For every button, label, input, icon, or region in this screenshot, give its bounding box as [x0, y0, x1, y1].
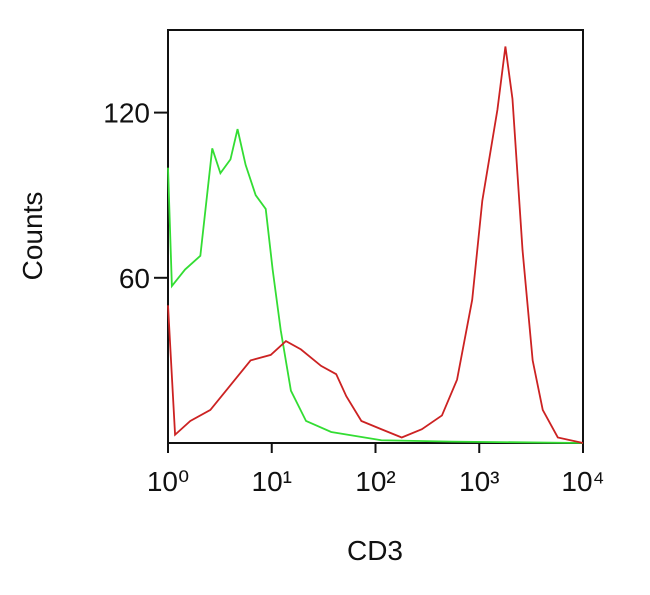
x-tick-label: 10² — [355, 466, 395, 497]
y-tick-label: 60 — [119, 263, 150, 294]
y-axis-label: Counts — [17, 192, 48, 281]
x-tick-label: 10⁴ — [561, 466, 604, 497]
histogram-line — [167, 128, 584, 444]
x-tick-label: 10¹ — [252, 466, 292, 497]
y-tick-label: 120 — [103, 98, 150, 129]
x-tick-label: 10³ — [459, 466, 499, 497]
x-axis-label: CD3 — [347, 535, 403, 566]
x-tick-label: 10⁰ — [147, 466, 189, 497]
histogram-line — [167, 46, 584, 444]
